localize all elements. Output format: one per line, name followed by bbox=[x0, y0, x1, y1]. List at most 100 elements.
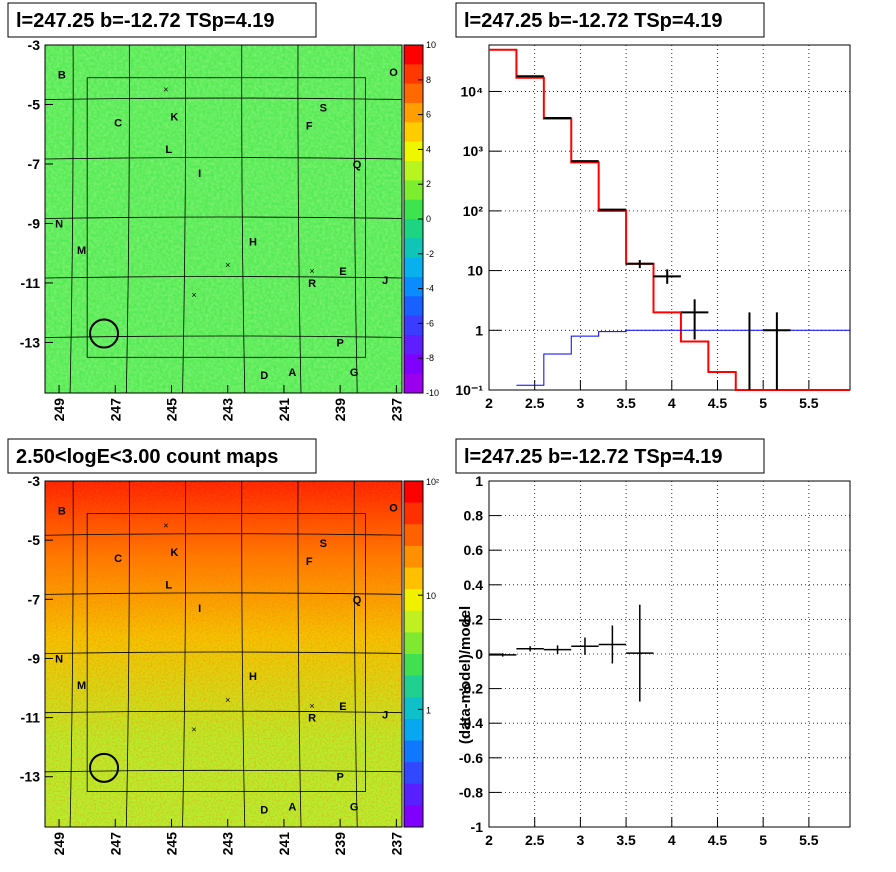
colorbar-tick-label: 10 bbox=[426, 40, 436, 50]
y-tick-label: 0 bbox=[475, 646, 483, 662]
grid-line bbox=[69, 480, 74, 828]
grid-line bbox=[241, 44, 246, 394]
source-label: I bbox=[198, 603, 201, 615]
panel-title: l=247.25 b=-12.72 TSp=4.19 bbox=[464, 446, 723, 468]
source-label: M bbox=[77, 680, 86, 692]
x-tick-label: 241 bbox=[276, 398, 292, 422]
grid-line bbox=[125, 480, 130, 828]
cross-marker: × bbox=[309, 266, 314, 276]
x-tick-label: 249 bbox=[51, 832, 67, 856]
grid-line bbox=[44, 335, 403, 338]
source-label: D bbox=[260, 804, 268, 816]
target-circle bbox=[89, 318, 120, 349]
x-tick-label: 245 bbox=[163, 398, 179, 422]
grid-line bbox=[44, 533, 403, 536]
y-tick-label: -5 bbox=[28, 532, 41, 548]
colorbar-bin bbox=[404, 64, 423, 85]
source-label: N bbox=[55, 218, 63, 230]
map-axes: 249 247 245 243 241 239 237 -3 -5 -7 -9 -11 -13 bbox=[20, 473, 405, 855]
y-tick-label: 0.8 bbox=[464, 508, 484, 524]
y-tick-label: -0.8 bbox=[459, 784, 483, 800]
source-label: A bbox=[288, 801, 296, 813]
cross-marker: × bbox=[191, 724, 196, 734]
map-noise bbox=[45, 45, 402, 393]
y-tick-label: 1 bbox=[475, 322, 483, 338]
y-tick-label: -0.6 bbox=[459, 750, 483, 766]
map-axes: 249 247 245 243 241 239 237 -3 -5 -7 -9 -11 -13 bbox=[20, 37, 405, 421]
source-label: C bbox=[114, 117, 122, 129]
grid-line bbox=[182, 480, 187, 828]
map-noise bbox=[45, 481, 402, 827]
source-model-line bbox=[516, 329, 850, 386]
x-tick-label: 239 bbox=[332, 832, 348, 856]
cross-marker: × bbox=[191, 290, 196, 300]
y-tick-label: -5 bbox=[28, 96, 41, 112]
source-labels: B O S C K F L Q I N H M E R J P D A G × × × × bbox=[55, 67, 398, 382]
cross-marker: × bbox=[163, 520, 168, 530]
colorbar-tick-label: -6 bbox=[426, 318, 434, 328]
colorbar-bin bbox=[404, 141, 423, 162]
x-tick-label: 4 bbox=[668, 395, 676, 411]
panel-residual-map: l=247.25 b=-12.72 TSp=4.19 B O S C K F L Q I N H M E… bbox=[7, 2, 439, 421]
y-tick-label: 10 bbox=[467, 263, 483, 279]
x-tick-label: 2 bbox=[485, 395, 493, 411]
x-tick-label: 4.5 bbox=[708, 395, 728, 411]
source-labels: B O S C K F L Q I N H M E R J P D A G × × × × bbox=[55, 503, 398, 817]
y-tick-label: -3 bbox=[28, 37, 41, 53]
colorbar-tick-label: 4 bbox=[426, 144, 431, 154]
x-tick-label: 2.5 bbox=[525, 395, 545, 411]
x-tick-label: 3.5 bbox=[616, 832, 636, 848]
colorbar-bin bbox=[404, 481, 423, 504]
spectrum-plot: 2 2.5 3 3.5 4 4.5 5 5.5 10⁻¹ 1 10 10² 10³ 10⁴ bbox=[455, 44, 851, 411]
x-tick-label: 5.5 bbox=[799, 395, 819, 411]
colorbar-bin bbox=[404, 45, 423, 65]
x-tick-label: 249 bbox=[51, 398, 67, 422]
colorbar-bin bbox=[404, 219, 423, 239]
colorbar-bin bbox=[404, 161, 423, 181]
model-total-line bbox=[489, 48, 850, 391]
x-tick-label: 5.5 bbox=[799, 832, 819, 848]
grid-line bbox=[44, 216, 403, 219]
colorbar-bin bbox=[404, 257, 423, 278]
x-tick-label: 247 bbox=[107, 832, 123, 856]
source-label: H bbox=[249, 671, 257, 683]
grid-line bbox=[297, 44, 302, 394]
x-tick-label: 4 bbox=[668, 832, 676, 848]
source-label: E bbox=[339, 266, 346, 278]
title-box bbox=[455, 2, 765, 38]
x-tick-label: 3.5 bbox=[616, 395, 636, 411]
colorbar-bin bbox=[404, 103, 423, 123]
source-label: L bbox=[165, 580, 172, 592]
target-circle bbox=[89, 752, 120, 783]
colorbar: 10 8 6 4 2 0 -2 -4 -6 -8 -10 bbox=[403, 40, 439, 398]
x-tick-label: 3 bbox=[576, 395, 584, 411]
plot-area bbox=[488, 44, 851, 391]
x-tick-label: 5 bbox=[759, 832, 767, 848]
y-tick-label: -11 bbox=[21, 275, 41, 291]
y-tick-label: -9 bbox=[28, 650, 41, 666]
source-label: R bbox=[308, 713, 316, 725]
x-tick-label: 5 bbox=[759, 395, 767, 411]
y-tick-label: 10⁻¹ bbox=[455, 382, 483, 398]
source-label: F bbox=[306, 556, 313, 568]
grid-line bbox=[182, 44, 187, 394]
grid-line bbox=[241, 480, 246, 828]
y-axis-label: (data-model)/model bbox=[457, 606, 474, 744]
colorbar-tick-label: 8 bbox=[426, 75, 431, 85]
grid-line bbox=[297, 480, 302, 828]
y-tick-label: 10³ bbox=[463, 143, 484, 159]
y-tick-label: -0.4 bbox=[459, 715, 483, 731]
source-label: M bbox=[77, 245, 86, 257]
colorbar-bin bbox=[404, 675, 423, 698]
colorbar-tick-label: -4 bbox=[426, 284, 434, 294]
y-tick-label: 0.4 bbox=[464, 577, 484, 593]
panel-count-map: 2.50<logE<3.00 count maps B O S C K F L Q I N H M E R… bbox=[7, 438, 439, 855]
colorbar-tick-label: 0 bbox=[426, 214, 431, 224]
map-frame bbox=[44, 44, 403, 394]
grid-line bbox=[44, 276, 403, 279]
colorbar-bin bbox=[404, 762, 423, 785]
grid-line bbox=[69, 44, 74, 394]
colorbar-bin bbox=[404, 783, 423, 806]
grid-line bbox=[44, 592, 403, 595]
colorbar-bin bbox=[404, 180, 423, 201]
